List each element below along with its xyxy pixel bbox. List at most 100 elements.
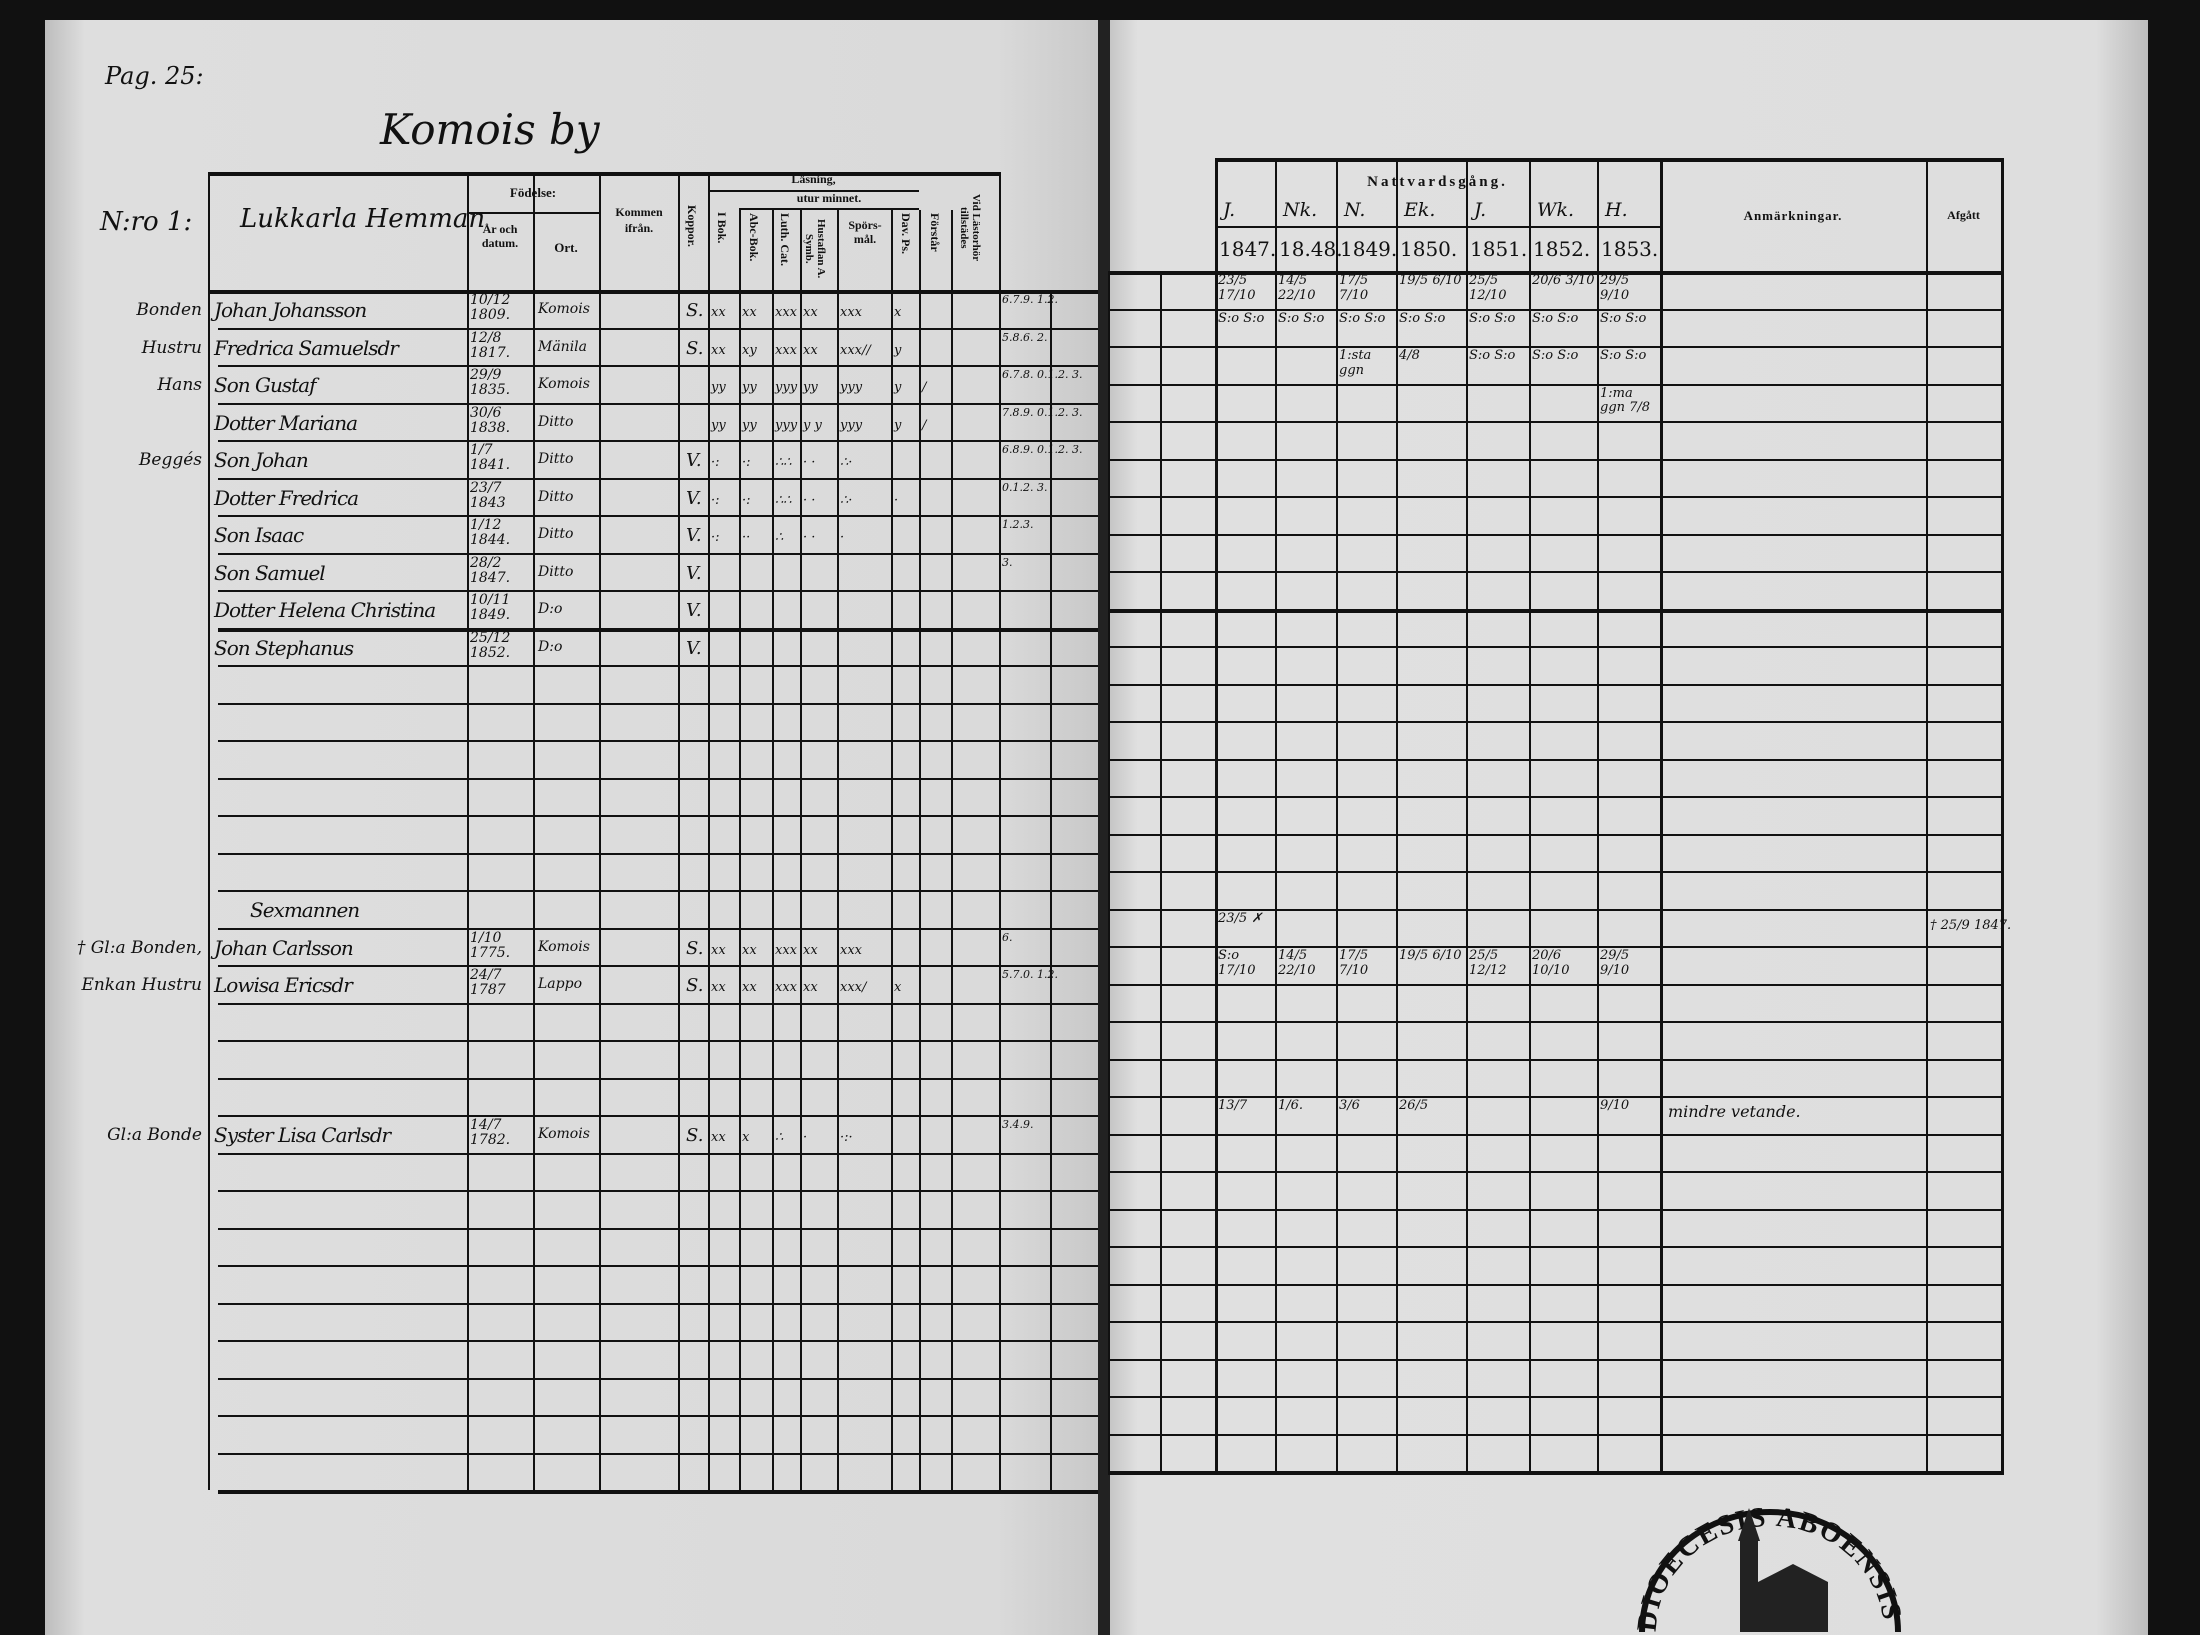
- parish-abbrev: J.: [1223, 199, 1236, 221]
- communion-date: S:o S:o: [1600, 348, 1647, 363]
- member-birth-place: Komois: [538, 1126, 590, 1142]
- row-line: [218, 890, 1098, 892]
- member-birth-date: 30/6 1838.: [470, 404, 511, 436]
- communion-date: S:o 17/10: [1218, 948, 1256, 978]
- parish-abbrev: H.: [1605, 199, 1628, 221]
- member-birth-date: 1/7 1841.: [470, 442, 511, 474]
- reading-mark: y y: [803, 417, 822, 433]
- header-bottom-border: [208, 290, 1098, 294]
- column-line: [1466, 158, 1468, 1475]
- reading-mark: xx: [711, 342, 726, 358]
- catechism-attendance: 5.7.0. 1.2.: [1002, 968, 1058, 981]
- header-hustaflan: Hustaflan A. Symb.: [803, 219, 827, 279]
- communion-date: 1:sta ggn: [1339, 348, 1372, 378]
- communion-date: 13/7: [1218, 1098, 1248, 1113]
- row-line: [1110, 1283, 2001, 1286]
- row-line: [1110, 833, 2001, 836]
- row-line: [1110, 1096, 2001, 1098]
- column-line: [1050, 290, 1052, 1490]
- departure-note: † 25/9 1847.: [1930, 917, 2012, 933]
- reading-mark: xx: [742, 942, 757, 958]
- communion-date: 9/10: [1600, 1098, 1630, 1113]
- header-kommen: Kommen ifrån.: [615, 205, 663, 235]
- reading-mark: xxx: [775, 342, 797, 358]
- row-line: [218, 702, 1098, 705]
- reading-mark: yyy: [840, 380, 863, 395]
- remark: mindre vetande.: [1668, 1102, 1801, 1121]
- year-header: 1850.: [1400, 237, 1458, 261]
- communion-date: S:o S:o: [1469, 348, 1516, 363]
- reading-mark: ·:: [711, 530, 720, 545]
- reading-mark: ∴: [775, 530, 784, 545]
- member-smallpox: V.: [686, 562, 702, 584]
- reading-mark: y: [894, 380, 902, 395]
- reading-mark: yyy: [775, 417, 798, 433]
- header-afgatt: Afgått: [1947, 208, 1980, 222]
- member-role: Hans: [157, 375, 202, 395]
- row-line: [1110, 533, 2001, 536]
- member-birth-date: 12/8 1817.: [470, 329, 511, 361]
- column-line: [1597, 158, 1599, 1475]
- member-birth-place: Ditto: [538, 526, 574, 542]
- column-line: [951, 210, 953, 1490]
- row-line: [218, 927, 1098, 930]
- reading-mark: xy: [742, 342, 757, 358]
- reading-mark: xxx//: [840, 342, 871, 358]
- reading-mark: · ·: [803, 455, 816, 470]
- row-line: [218, 327, 1098, 330]
- communion-date: S:o S:o: [1218, 310, 1265, 326]
- column-line: [208, 172, 210, 1490]
- row-line: [1110, 1021, 2001, 1023]
- reading-mark: xx: [803, 305, 818, 320]
- catechism-attendance: 6.8.9. 0.1.2. 3.: [1002, 443, 1083, 456]
- header-luth-cat: Luth. Cat.: [778, 213, 792, 267]
- communion-date: S:o S:o: [1399, 310, 1446, 326]
- communion-date: S:o S:o: [1278, 310, 1325, 326]
- row-line: [1110, 421, 2001, 423]
- reading-mark: ∴·: [840, 455, 853, 470]
- year-header: 1852.: [1533, 237, 1591, 261]
- communion-date: 3/6: [1339, 1098, 1360, 1113]
- column-line: [919, 210, 921, 1490]
- year-header: 1849.: [1340, 237, 1398, 261]
- column-line: [2001, 158, 2004, 1475]
- member-name: Lowisa Ericsdr: [214, 973, 353, 997]
- communion-date: 19/5 6/10: [1399, 948, 1462, 963]
- header-dav-ps: Dav. Ps.: [899, 213, 913, 255]
- farm-name: Lukkarla Hemman: [240, 204, 486, 234]
- member-birth-date: 25/12 1852.: [470, 629, 511, 661]
- row-line: [1110, 608, 2001, 613]
- member-birth-place: Mänila: [538, 338, 587, 355]
- row-line: [218, 1152, 1098, 1155]
- row-line: [1110, 571, 2001, 573]
- member-birth-place: Komois: [538, 301, 590, 317]
- member-birth-date: 10/12 1809.: [470, 292, 511, 324]
- catechism-attendance: 0.1.2. 3.: [1002, 480, 1048, 494]
- column-line: [708, 172, 710, 1490]
- row-line: [218, 1115, 1098, 1117]
- header-utur-minnet: utur minnet.: [796, 191, 862, 205]
- column-line: [1660, 158, 1663, 1475]
- catechism-attendance: 6.7.9. 1.2.: [1002, 293, 1058, 306]
- row-line: [1110, 1058, 2001, 1061]
- parish-abbrev: Ek.: [1404, 199, 1436, 221]
- member-birth-date: 28/2 1847.: [470, 554, 511, 586]
- catechism-attendance: 3.: [1002, 555, 1013, 569]
- member-birth-date: 1/12 1844.: [470, 517, 511, 549]
- row-line: [1110, 383, 2001, 386]
- member-birth-place: Komois: [538, 376, 590, 392]
- column-line: [1926, 158, 1928, 1475]
- communion-date: 20/6 10/10: [1532, 948, 1570, 978]
- member-role: Gl:a Bonde: [107, 1125, 202, 1145]
- column-line: [1396, 158, 1398, 1475]
- row-line: [1110, 1246, 2001, 1248]
- communion-date: S:o S:o: [1532, 310, 1579, 326]
- member-smallpox: S.: [686, 1125, 704, 1146]
- reading-mark: xxx: [840, 305, 862, 320]
- parish-abbrev: N.: [1344, 199, 1366, 221]
- communion-date: S:o S:o: [1600, 310, 1647, 326]
- reading-mark: ·: [894, 492, 899, 508]
- reading-mark: ·:·: [840, 1130, 853, 1145]
- reading-mark: x: [894, 980, 902, 995]
- header-fodelse: Födelse:: [509, 185, 557, 200]
